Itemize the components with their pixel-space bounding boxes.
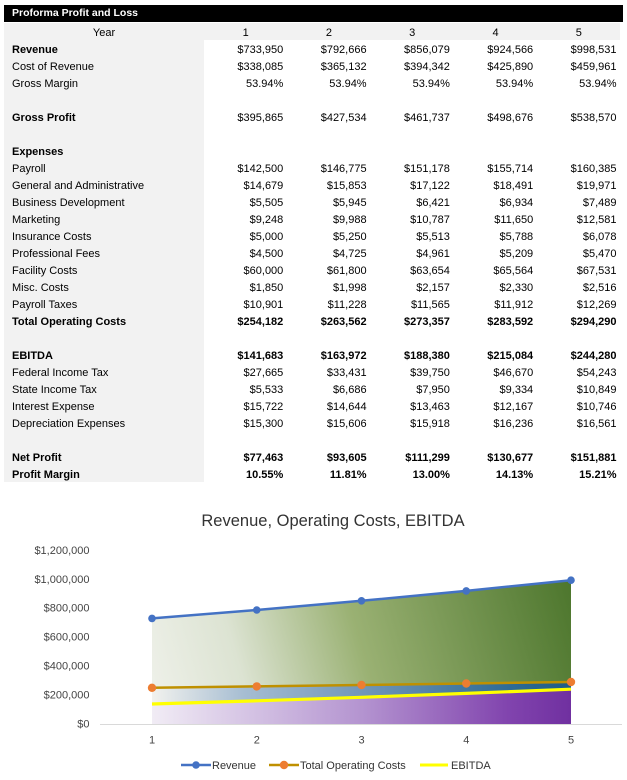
svg-text:Total Operating Costs: Total Operating Costs [300, 760, 406, 772]
svg-text:Revenue, Operating Costs, EBIT: Revenue, Operating Costs, EBITDA [201, 512, 464, 530]
svg-text:2: 2 [254, 735, 260, 747]
svg-text:$1,000,000: $1,000,000 [34, 574, 89, 586]
svg-text:4: 4 [463, 735, 469, 747]
svg-text:EBITDA: EBITDA [451, 760, 491, 772]
svg-text:$600,000: $600,000 [44, 632, 90, 644]
svg-text:3: 3 [358, 735, 364, 747]
svg-text:$800,000: $800,000 [44, 603, 90, 615]
svg-text:1: 1 [149, 735, 155, 747]
svg-text:Revenue: Revenue [212, 760, 256, 772]
svg-text:5: 5 [568, 735, 574, 747]
svg-text:$200,000: $200,000 [44, 689, 90, 701]
svg-text:$1,200,000: $1,200,000 [34, 545, 89, 557]
svg-text:$400,000: $400,000 [44, 661, 90, 673]
svg-text:$0: $0 [77, 718, 89, 730]
